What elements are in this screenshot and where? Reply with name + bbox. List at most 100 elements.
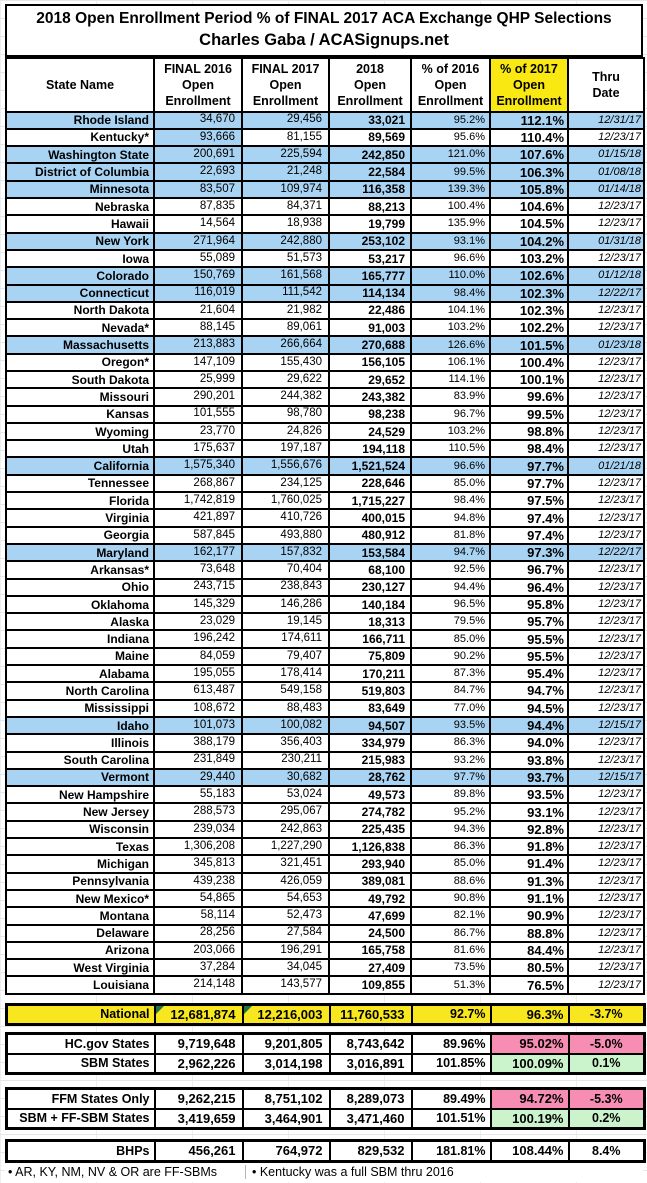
pct-of-2017-cell: 96.3% [489, 1003, 570, 1026]
final-2017-cell: 1,760,025 [241, 491, 330, 511]
pct-of-2017-cell: 76.5% [489, 975, 569, 995]
oe-2018-cell: 27,409 [328, 958, 412, 978]
pct-of-2016-cell: 135.9% [410, 214, 491, 234]
thru-date-cell: 12/23/17 [567, 594, 645, 615]
final-2016-cell: 55,089 [153, 248, 243, 269]
final-2016-cell: 195,055 [153, 664, 243, 684]
state-row: Indiana 196,242 174,611 166,711 85.0% 95.5% 12… [5, 629, 645, 649]
pct-of-2017-cell: 100.09% [489, 1052, 570, 1075]
final-2017-cell: 146,286 [241, 594, 330, 615]
table-title-block: 2018 Open Enrollment Period % of FINAL 2… [5, 4, 643, 57]
state-name-cell: Virginia [5, 508, 155, 528]
pct-of-2016-cell: 86.3% [410, 836, 491, 857]
final-2016-cell: 288,573 [153, 802, 243, 822]
state-row: Minnesota 83,507 109,974 116,358 139.3% 105.8… [5, 179, 645, 200]
oe-2018-cell: 109,855 [328, 975, 412, 995]
oe-2018-cell: 228,646 [328, 473, 412, 494]
pct-of-2016-cell: 96.5% [410, 594, 491, 615]
thru-date-cell: 01/15/18 [567, 145, 645, 165]
state-row: New Jersey 288,573 295,067 274,782 95.2% 93.1… [5, 802, 645, 822]
oe-2018-cell: 519,803 [328, 681, 412, 701]
final-2016-cell: 84,059 [153, 646, 243, 667]
footnote-kentucky: • Kentucky was a full SBM thru 2016 [245, 1164, 454, 1179]
pct-of-2017-cell: 92.8% [489, 819, 569, 840]
pct-of-2016-cell: 51.3% [410, 975, 491, 995]
oe-2018-cell: 166,711 [328, 629, 412, 649]
pct-of-2016-cell: 96.7% [410, 404, 491, 424]
final-2017-cell: 174,611 [241, 629, 330, 649]
state-name-cell: SBM + FF-SBM States [5, 1107, 156, 1130]
oe-2018-cell: 829,532 [328, 1139, 413, 1163]
state-name-cell: Nevada* [5, 318, 155, 338]
pct-of-2016-cell: 92.5% [410, 560, 491, 580]
pct-of-2017-cell: 106.3% [489, 162, 569, 182]
final-2017-cell: 242,863 [241, 819, 330, 840]
final-2017-cell: 53,024 [241, 785, 330, 805]
pct-of-2016-cell: 90.8% [410, 888, 491, 909]
state-row: Vermont 29,440 30,682 28,762 97.7% 93.7% 12/15… [5, 767, 645, 788]
pct-of-2017-cell: 97.5% [489, 491, 569, 511]
state-row: Wyoming 23,770 24,826 24,529 103.2% 98.8% 12/2… [5, 421, 645, 442]
pct-of-2017-cell: 91.8% [489, 836, 569, 857]
final-2016-cell: 214,148 [153, 975, 243, 995]
thru-date-cell: 12/23/17 [567, 318, 645, 338]
final-2017-cell: 81,155 [241, 127, 330, 148]
pct-of-2017-cell: 97.4% [489, 525, 569, 545]
state-row: South Dakota 25,999 29,622 29,652 114.1% 100.… [5, 369, 645, 390]
pct-of-2016-cell: 94.4% [410, 577, 491, 597]
state-row: Utah 175,637 197,187 194,118 110.5% 98.4% 12/2… [5, 439, 645, 459]
summary-row: SBM States 2,962,226 3,014,198 3,016,891 101… [5, 1052, 646, 1075]
summary-row: BHPs 456,261 764,972 829,532 181.81% 108.44% 8… [5, 1139, 646, 1163]
state-name-cell: North Dakota [5, 300, 155, 321]
thru-date-cell: 12/23/17 [567, 491, 645, 511]
thru-date-cell: 12/23/17 [567, 819, 645, 840]
thru-date-cell: 12/23/17 [567, 750, 645, 770]
final-2017-cell: 196,291 [241, 940, 330, 961]
final-2016-cell: 1,306,208 [153, 836, 243, 857]
oe-2018-cell: 24,500 [328, 923, 412, 943]
oe-2018-cell: 1,715,227 [328, 491, 412, 511]
final-2016-cell: 1,742,819 [153, 491, 243, 511]
pct-of-2016-cell: 85.0% [410, 629, 491, 649]
thru-date-cell: 12/22/17 [567, 283, 645, 303]
oe-2018-cell: 22,486 [328, 300, 412, 321]
final-2017-cell: 3,464,901 [241, 1107, 331, 1130]
final-2017-cell: 242,880 [241, 231, 330, 251]
thru-date-cell: 0.1% [567, 1052, 646, 1075]
state-row: Maryland 162,177 157,832 153,584 94.7% 97.3% 1… [5, 542, 645, 563]
thru-date-cell: 12/23/17 [567, 802, 645, 822]
oe-2018-cell: 24,529 [328, 421, 412, 442]
final-2016-cell: 3,419,659 [153, 1107, 244, 1130]
thru-date-cell: 12/23/17 [567, 508, 645, 528]
state-name-cell: Missouri [5, 387, 155, 407]
state-name-cell: National [5, 1003, 156, 1026]
final-2016-cell: 613,487 [153, 681, 243, 701]
pct-of-2016-cell: 126.6% [410, 335, 491, 355]
pct-of-2017-cell: 102.3% [489, 300, 569, 321]
final-2016-cell: 456,261 [153, 1139, 244, 1163]
pct-of-2017-cell: 99.6% [489, 387, 569, 407]
final-2016-cell: 388,179 [153, 733, 243, 753]
final-2017-cell: 410,726 [241, 508, 330, 528]
thru-date-cell: -5.3% [567, 1087, 646, 1110]
state-row: Mississippi 108,672 88,483 83,649 77.0% 94.5%… [5, 698, 645, 718]
state-row: New Mexico* 54,865 54,653 49,792 90.8% 91.1% 1… [5, 888, 645, 909]
final-2016-cell: 213,883 [153, 335, 243, 355]
oe-2018-cell: 243,382 [328, 387, 412, 407]
pct-of-2017-cell: 102.3% [489, 283, 569, 303]
state-row: Alaska 23,029 19,145 18,313 79.5% 95.7% 12/23/… [5, 612, 645, 632]
pct-of-2017-cell: 110.4% [489, 127, 569, 148]
pct-of-2016-cell: 83.9% [410, 387, 491, 407]
state-row: Texas 1,306,208 1,227,290 1,126,838 86.3% 91.… [5, 836, 645, 857]
thru-date-cell: 12/23/17 [567, 127, 645, 148]
pct-of-2017-cell: 91.1% [489, 888, 569, 909]
col-header-thru-date: Thru Date [567, 56, 645, 113]
pct-of-2016-cell: 110.5% [410, 439, 491, 459]
final-2016-cell: 421,897 [153, 508, 243, 528]
pct-of-2016-cell: 93.5% [410, 715, 491, 736]
pct-of-2017-cell: 101.5% [489, 335, 569, 355]
final-2016-cell: 22,693 [153, 162, 243, 182]
state-name-cell: Wyoming [5, 421, 155, 442]
state-name-cell: California [5, 456, 155, 476]
state-row: Washington State 200,691 225,594 242,850 121… [5, 145, 645, 165]
